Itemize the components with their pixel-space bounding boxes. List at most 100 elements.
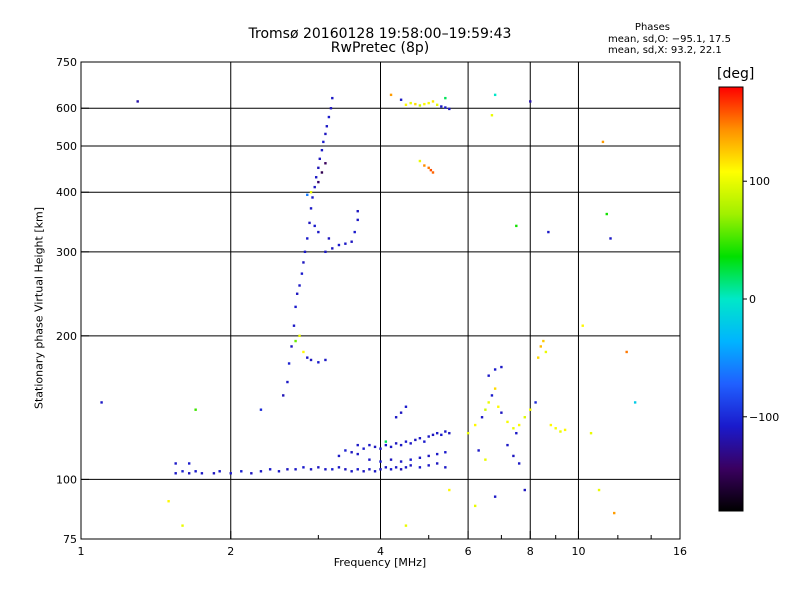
echo-point <box>399 468 403 471</box>
echo-point <box>613 511 616 515</box>
echo-point <box>322 140 325 144</box>
echo-point <box>317 230 320 234</box>
echo-point <box>373 470 377 473</box>
echo-point <box>427 101 430 105</box>
y-tick-label: 600 <box>56 102 77 115</box>
echo-point <box>181 470 184 473</box>
echo-point <box>194 408 197 411</box>
echo-point <box>368 468 371 471</box>
echo-point <box>431 433 435 437</box>
echo-point <box>418 159 422 163</box>
echo-point <box>517 423 521 427</box>
echo-point <box>362 470 365 473</box>
x-axis-label: Frequency [MHz] <box>333 556 427 569</box>
echo-point <box>356 218 359 222</box>
echo-point <box>356 468 359 471</box>
echo-point <box>506 420 509 424</box>
echo-point <box>331 96 334 100</box>
y-tick-label: 100 <box>56 473 77 486</box>
echo-point <box>298 284 301 287</box>
echo-point <box>136 100 139 103</box>
echo-point <box>399 460 403 463</box>
echo-point <box>544 350 548 354</box>
colorbar-tick-label: 100 <box>749 175 770 188</box>
x-tick-label: 1 <box>78 545 85 558</box>
echo-point <box>515 224 518 228</box>
x-tick-label: 4 <box>377 545 384 558</box>
echo-point <box>563 428 567 432</box>
echo-point <box>404 524 408 527</box>
echo-point <box>404 440 408 443</box>
echo-point <box>429 168 433 172</box>
echo-point <box>427 454 430 458</box>
echo-point <box>625 350 628 354</box>
echo-point <box>379 460 382 463</box>
y-tick-label: 500 <box>56 140 77 153</box>
echo-point <box>331 468 334 471</box>
x-tick-label: 2 <box>227 545 234 558</box>
echo-point <box>480 416 484 419</box>
echo-point <box>314 176 318 179</box>
echo-point <box>317 466 320 469</box>
echo-point <box>549 423 553 427</box>
echo-point <box>324 132 327 136</box>
echo-point <box>329 107 333 110</box>
echo-point <box>435 103 439 107</box>
x-tick-label: 8 <box>527 545 534 558</box>
echo-point <box>167 500 170 503</box>
y-tick-label: 750 <box>56 56 77 69</box>
echo-point <box>362 447 365 450</box>
echo-point <box>418 456 422 459</box>
echo-point <box>311 196 314 199</box>
echo-point <box>435 452 439 456</box>
echo-point <box>356 209 359 213</box>
echo-point <box>309 358 313 362</box>
echo-point <box>601 140 605 144</box>
echo-point <box>431 171 435 174</box>
echo-point <box>399 443 403 447</box>
echo-point <box>506 443 509 447</box>
echo-point <box>609 237 612 240</box>
echo-point <box>302 466 305 469</box>
echo-point <box>423 164 426 167</box>
echo-point <box>384 443 388 447</box>
echo-point <box>309 468 313 471</box>
echo-point <box>409 458 412 461</box>
echo-point <box>292 324 296 327</box>
echo-point <box>294 339 297 343</box>
echo-point <box>484 408 487 411</box>
y-tick-label: 400 <box>56 186 77 199</box>
echo-point <box>444 430 447 433</box>
echo-point <box>229 472 232 475</box>
echo-point <box>423 440 426 443</box>
echo-point <box>379 447 382 450</box>
echo-point <box>427 166 430 170</box>
echo-point <box>534 401 537 404</box>
echo-point <box>174 462 177 465</box>
echo-point <box>313 185 316 189</box>
echo-point <box>259 470 263 473</box>
colorbar-tick-label: 0 <box>749 293 756 306</box>
echo-point <box>309 207 313 210</box>
echo-point <box>435 431 439 435</box>
y-tick-label: 300 <box>56 246 77 259</box>
echo-point <box>542 339 545 343</box>
echo-point <box>368 458 371 461</box>
echo-point <box>394 442 398 445</box>
echo-point <box>337 466 341 469</box>
echo-point <box>493 368 497 371</box>
echo-point <box>448 107 451 111</box>
echo-point <box>181 524 184 527</box>
echo-point <box>344 468 347 471</box>
echo-point <box>384 440 388 443</box>
echo-point <box>512 454 515 458</box>
echo-point <box>539 345 542 348</box>
echo-point <box>500 411 503 414</box>
echo-point <box>327 237 331 240</box>
echo-point <box>324 468 327 471</box>
echo-point <box>515 431 518 435</box>
echo-point <box>473 504 477 508</box>
echo-point <box>409 101 412 105</box>
echo-point <box>337 243 341 247</box>
phases-o-stats: mean, sd,O: −95.1, 17.5 <box>608 34 731 45</box>
